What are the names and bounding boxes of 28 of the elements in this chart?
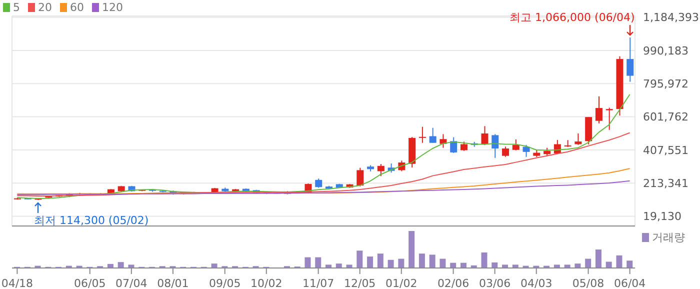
x-tick-label: 11/07 <box>302 277 334 289</box>
legend-label: 거래량 <box>652 230 685 245</box>
y-tick-label: 601,762 <box>643 110 688 124</box>
x-tick-label: 12/05 <box>344 277 376 289</box>
legend-label: 20 <box>38 1 52 14</box>
annotation: 최고 1,066,000 (06/04) <box>510 10 635 24</box>
x-tick-label: 06/04 <box>614 277 646 289</box>
x-tick-label: 05/08 <box>572 277 604 289</box>
x-tick-label: 04/03 <box>520 277 552 289</box>
legend-label: 5 <box>13 1 20 14</box>
x-tick-label: 02/06 <box>437 277 470 289</box>
x-tick-label: 01/02 <box>386 277 418 289</box>
x-tick-label: 07/04 <box>116 277 148 289</box>
x-tick-label: 08/01 <box>157 277 189 289</box>
annotation: 최저 114,300 (05/02) <box>34 212 149 228</box>
y-tick-label: 407,551 <box>643 144 688 157</box>
x-tick-label: 04/18 <box>1 277 34 289</box>
y-tick-label: 213,341 <box>643 176 688 190</box>
legend-label: 60 <box>70 1 84 14</box>
y-tick-label: 795,972 <box>643 78 688 91</box>
y-tick-label: 19,130 <box>643 210 682 224</box>
x-tick-label: 10/02 <box>250 277 282 289</box>
legend-label: 120 <box>102 1 123 14</box>
x-tick-label: 09/05 <box>209 277 241 289</box>
x-tick-label: 06/05 <box>74 277 106 289</box>
y-tick-label: 1,184,393 <box>643 11 699 24</box>
x-tick-label: 03/06 <box>478 277 511 289</box>
y-tick-label: 990,183 <box>643 44 688 58</box>
